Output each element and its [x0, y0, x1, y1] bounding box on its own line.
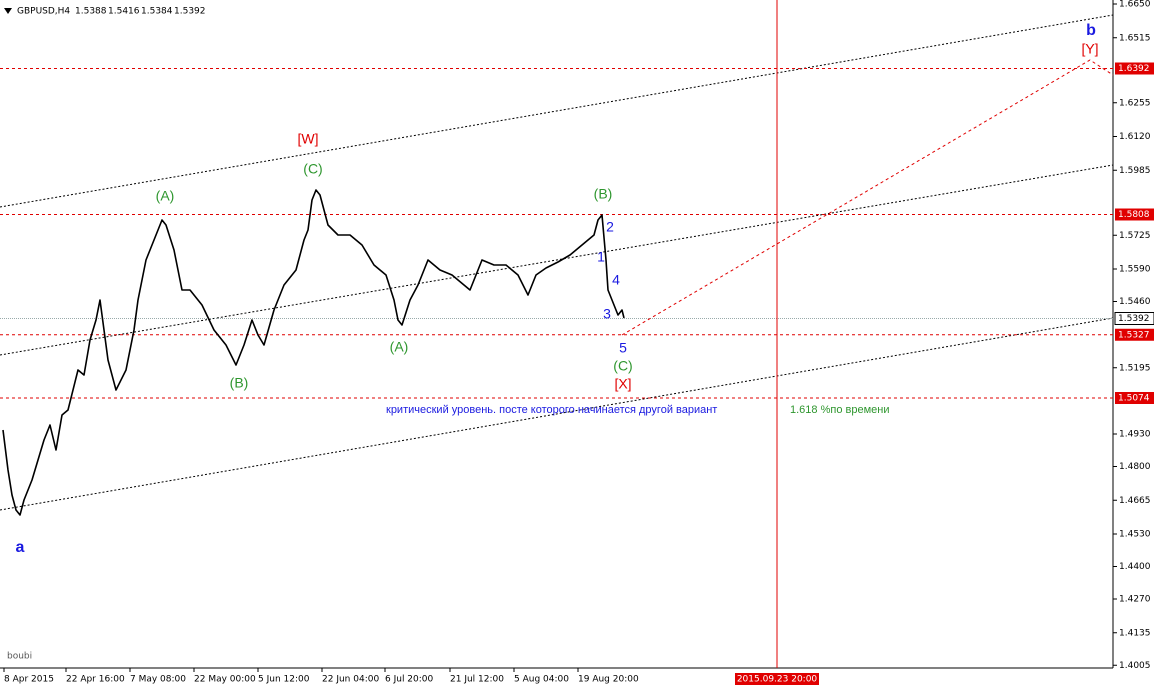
- y-tick-label: 1.4930: [1119, 430, 1151, 440]
- wave-label: 1.618 %по времени: [790, 404, 889, 416]
- trend-line: [0, 317, 1114, 511]
- trend-line: [0, 164, 1114, 356]
- wave-label: [Y]: [1081, 41, 1098, 57]
- wave-label: 5: [619, 340, 627, 356]
- level-box: [1115, 62, 1154, 75]
- x-tick-label: 5 Jun 12:00: [258, 675, 310, 685]
- y-tick-label: 1.6650: [1119, 0, 1151, 10]
- y-tick-label: 1.4270: [1119, 595, 1151, 605]
- level-label: 1.6392: [1118, 64, 1150, 74]
- y-tick-label: 1.4005: [1119, 661, 1151, 671]
- price-label: 1.5392: [1118, 314, 1150, 324]
- wave-label: [W]: [298, 131, 319, 147]
- x-tick-label: 19 Aug 20:00: [578, 675, 639, 685]
- wave-label: критический уровень. посте которого начи…: [386, 404, 717, 416]
- wave-label: (B): [230, 375, 249, 391]
- x-tick-label: 21 Jul 12:00: [450, 675, 504, 685]
- y-tick-label: 1.5985: [1119, 166, 1151, 176]
- y-tick-label: 1.4665: [1119, 496, 1151, 506]
- high: 1.5416: [108, 7, 140, 17]
- y-tick-label: 1.5195: [1119, 363, 1151, 373]
- wave-label: (A): [390, 339, 409, 355]
- level-box: [1115, 392, 1154, 404]
- x-tick-label: 22 Apr 16:00: [66, 675, 125, 685]
- projection-line: [621, 59, 1114, 336]
- wave-label: 3: [603, 306, 611, 322]
- open: 1.5388: [75, 7, 107, 17]
- y-tick-label: 1.4135: [1119, 628, 1151, 638]
- level-box: [1115, 208, 1154, 221]
- wave-label: 2: [606, 219, 614, 235]
- price-box: [1114, 312, 1154, 325]
- time-marker-box: [735, 673, 819, 685]
- x-tick-label: 6 Jul 20:00: [385, 675, 434, 685]
- x-tick-label: 8 Apr 2015: [4, 675, 54, 685]
- wave-label: (B): [594, 186, 613, 202]
- level-box: [1115, 328, 1154, 341]
- wave-label: a: [16, 539, 25, 556]
- x-tick-label: 5 Aug 04:00: [514, 675, 569, 685]
- header-icon: [4, 8, 12, 14]
- y-tick-label: 1.4800: [1119, 462, 1151, 472]
- wave-label: b: [1086, 22, 1096, 39]
- symbol: GBPUSD,H4: [17, 7, 70, 17]
- level-label: 1.5074: [1118, 394, 1150, 404]
- level-label: 1.5327: [1118, 330, 1150, 340]
- y-tick-label: 1.5460: [1119, 297, 1151, 307]
- x-tick-label: 22 May 00:00: [194, 675, 256, 685]
- low: 1.5384: [141, 7, 173, 17]
- y-tick-label: 1.4530: [1119, 530, 1151, 540]
- level-label: 1.5808: [1118, 210, 1150, 220]
- y-tick-label: 1.4400: [1119, 562, 1151, 572]
- time-marker-label: 2015.09.23 20:00: [737, 675, 818, 685]
- wave-label: [X]: [614, 376, 631, 392]
- wave-label: (C): [613, 358, 632, 374]
- footer: boubi: [7, 652, 32, 662]
- close: 1.5392: [174, 7, 206, 17]
- wave-label: (C): [303, 161, 322, 177]
- wave-label: 4: [612, 272, 620, 288]
- trend-line: [0, 14, 1114, 208]
- y-tick-label: 1.6120: [1119, 132, 1151, 142]
- wave-label: 1: [597, 249, 605, 265]
- y-tick-label: 1.5590: [1119, 265, 1151, 275]
- x-tick-label: 7 May 08:00: [130, 675, 186, 685]
- price-series: [2, 189, 625, 516]
- y-tick-label: 1.6255: [1119, 98, 1151, 108]
- x-tick-label: 22 Jun 04:00: [322, 675, 379, 685]
- y-tick-label: 1.6515: [1119, 33, 1151, 43]
- y-tick-label: 1.5725: [1119, 231, 1151, 241]
- wave-label: (A): [156, 188, 175, 204]
